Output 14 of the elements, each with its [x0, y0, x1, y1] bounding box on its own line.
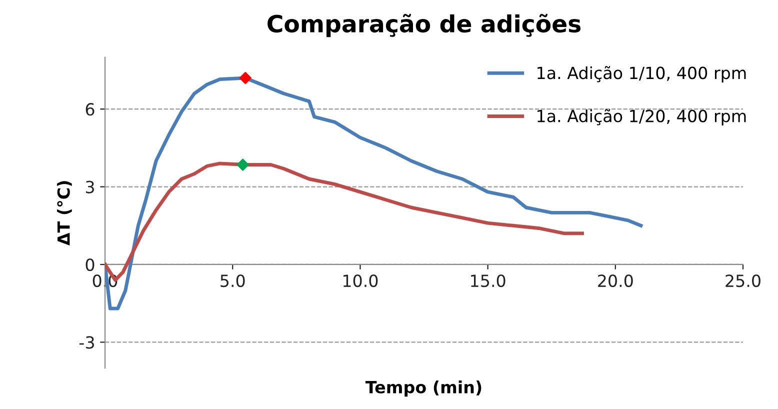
x-tick-label: 10.0 — [343, 274, 378, 288]
x-axis-title: Tempo (min) — [365, 380, 482, 397]
x-tick-label: 5.0 — [220, 274, 245, 288]
y-tick-label: -3 — [80, 336, 94, 349]
legend-label: 1a. Adição 1/10, 400 rpm — [538, 66, 746, 82]
y-tick-label: 0 — [86, 258, 94, 272]
y-tick-label: 6 — [86, 103, 94, 116]
y-tick-label: 3 — [86, 180, 94, 194]
x-tick-label: 20.0 — [598, 274, 633, 288]
chart-title: Comparação de adições — [268, 14, 581, 38]
x-tick-label: 15.0 — [471, 274, 506, 288]
legend-label: 1a. Adição 1/20, 400 rpm — [538, 109, 746, 126]
y-axis-title: ΔT (°C) — [57, 181, 72, 246]
x-tick-label: 25.0 — [726, 274, 760, 288]
